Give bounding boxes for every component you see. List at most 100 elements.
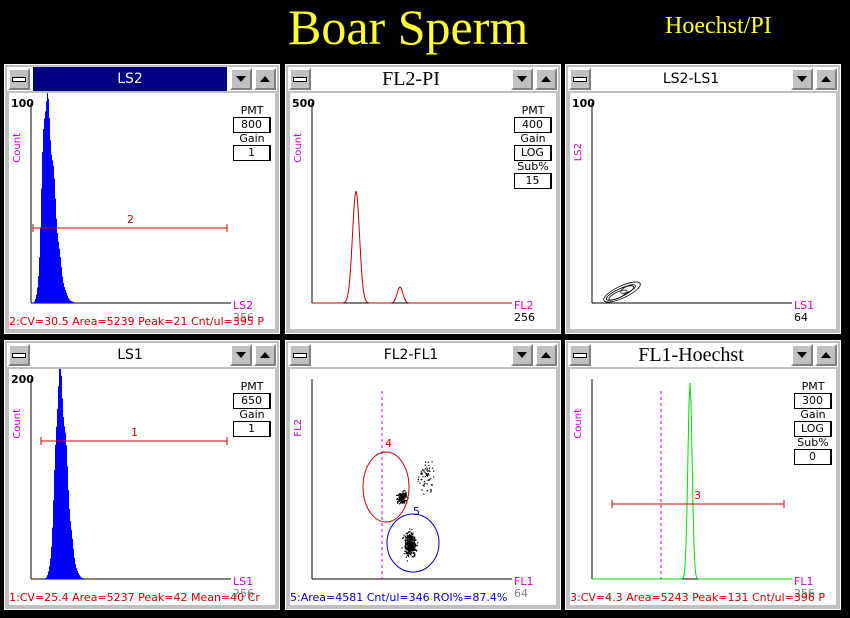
event-dot (423, 469, 425, 471)
event-dot (401, 491, 403, 493)
event-dot (400, 500, 402, 502)
pmt-field[interactable]: 300 (794, 393, 832, 409)
window-titlebar[interactable]: FL2-PI (288, 67, 558, 91)
event-dot (405, 544, 407, 546)
gain-field[interactable]: LOG (794, 421, 832, 437)
y-max-label: 500 (292, 97, 315, 110)
event-dot (423, 493, 425, 495)
minimize-icon[interactable] (791, 344, 813, 366)
window-titlebar[interactable]: FL1-Hoechst (568, 343, 838, 367)
histogram-bar (66, 292, 67, 303)
histogram-bar (46, 577, 47, 579)
minimize-icon[interactable] (230, 68, 252, 90)
event-dot (405, 548, 407, 550)
maximize-icon[interactable] (535, 344, 557, 366)
maximize-icon[interactable] (815, 68, 837, 90)
event-dot (409, 534, 411, 536)
event-dot (424, 468, 426, 470)
event-dot (426, 474, 428, 477)
window-fl1-hoechst[interactable]: FL1-Hoechst Count FL1 256 3 PMT 300 Gain… (565, 340, 841, 610)
sub-field[interactable]: 0 (794, 449, 832, 465)
x-max-label: 64 (514, 587, 528, 600)
window-titlebar[interactable]: LS2-LS1 (568, 67, 838, 91)
minimize-icon[interactable] (511, 344, 533, 366)
event-dot (412, 552, 414, 554)
histogram-bar (57, 408, 58, 579)
pmt-field[interactable]: 650 (233, 393, 271, 409)
event-dot (404, 547, 407, 549)
plot-area[interactable]: FL2 FL1 64 4 5 5:Area=4581 Cnt/ul=346 RO… (290, 369, 556, 605)
window-ls2-ls1[interactable]: LS2-LS1 100 LS2 LS1 64 (565, 64, 841, 334)
x-max-label: 256 (514, 311, 535, 324)
plot-area[interactable]: 500 Count FL2 256 PMT 400 Gain LOG Sub% … (290, 93, 556, 329)
window-title: FL2-PI (382, 68, 440, 90)
window-titlebar[interactable]: FL2-FL1 (288, 343, 558, 367)
event-dot (426, 469, 428, 471)
gain-field[interactable]: 1 (233, 421, 271, 437)
event-dot (422, 475, 424, 478)
instrument-controls: PMT 800 Gain 1 (229, 105, 275, 161)
event-dot (425, 461, 427, 463)
plot-area[interactable]: 100 Count LS2 256 2 PMT 800 Gain 1 2:CV=… (9, 93, 275, 329)
event-dot (405, 546, 408, 548)
event-dot (406, 541, 408, 543)
instrument-controls: PMT 400 Gain LOG Sub% 15 (510, 105, 556, 189)
y-axis-label: LS2 (573, 143, 584, 162)
event-dot (411, 536, 413, 538)
event-dot (412, 549, 414, 551)
maximize-icon[interactable] (535, 68, 557, 90)
gain-field[interactable]: 1 (233, 145, 271, 161)
histogram-bar (58, 241, 59, 303)
event-dot (427, 470, 429, 472)
maximize-icon[interactable] (815, 344, 837, 366)
histogram-bar (73, 302, 74, 303)
plot-area[interactable]: 100 LS2 LS1 64 (570, 93, 836, 329)
event-dot (399, 494, 402, 496)
histogram-bar (55, 444, 56, 579)
histogram-bar (40, 227, 41, 303)
event-dot (402, 537, 404, 540)
event-dot (428, 464, 430, 466)
histogram-bar (74, 302, 75, 303)
gain-field[interactable]: LOG (514, 145, 552, 161)
system-menu-icon[interactable] (569, 344, 591, 366)
event-dot (406, 551, 408, 553)
gate-label: 3 (694, 489, 701, 502)
event-dot (424, 475, 426, 478)
histogram-bar (63, 417, 64, 579)
window-fl2-pi[interactable]: FL2-PI 500 Count FL2 256 PMT 400 Gain LO… (285, 64, 561, 334)
status-line: 5:Area=4581 Cnt/ul=346 ROI%=87.4% (290, 591, 508, 604)
plot-area[interactable]: Count FL1 256 3 PMT 300 Gain LOG Sub% 0 … (570, 369, 836, 605)
system-menu-icon[interactable] (289, 68, 311, 90)
window-ls1[interactable]: LS1 200 Count LS1 256 1 PMT 650 Gain 1 1… (4, 340, 280, 610)
event-dot (414, 545, 416, 547)
system-menu-icon[interactable] (8, 344, 30, 366)
histogram-bar (76, 568, 77, 579)
maximize-icon[interactable] (254, 68, 276, 90)
event-dot (408, 543, 410, 545)
system-menu-icon[interactable] (289, 344, 311, 366)
minimize-icon[interactable] (511, 68, 533, 90)
event-dot (428, 479, 430, 481)
minimize-icon[interactable] (791, 68, 813, 90)
pmt-field[interactable]: 400 (514, 117, 552, 133)
maximize-icon[interactable] (254, 344, 276, 366)
pmt-field[interactable]: 800 (233, 117, 271, 133)
x-axis-label: FL2 (514, 299, 534, 312)
histogram-bar (75, 564, 76, 579)
histogram-bar (56, 218, 57, 303)
system-menu-icon[interactable] (569, 68, 591, 90)
plot-area[interactable]: 200 Count LS1 256 1 PMT 650 Gain 1 1:CV=… (9, 369, 275, 605)
event-dot (406, 537, 408, 539)
minimize-icon[interactable] (230, 344, 252, 366)
histogram-bar (41, 188, 42, 303)
window-fl2-fl1[interactable]: FL2-FL1 FL2 FL1 64 4 5 5:Area=4581 Cnt/u… (285, 340, 561, 610)
window-ls2[interactable]: LS2 100 Count LS2 256 2 PMT 800 Gain 1 2… (4, 64, 280, 334)
event-dot (401, 547, 403, 549)
event-dot (397, 501, 399, 503)
system-menu-icon[interactable] (8, 68, 30, 90)
event-dot (404, 492, 406, 495)
window-titlebar[interactable]: LS1 (7, 343, 277, 367)
sub-field[interactable]: 15 (514, 173, 552, 189)
window-titlebar[interactable]: LS2 (7, 67, 277, 91)
